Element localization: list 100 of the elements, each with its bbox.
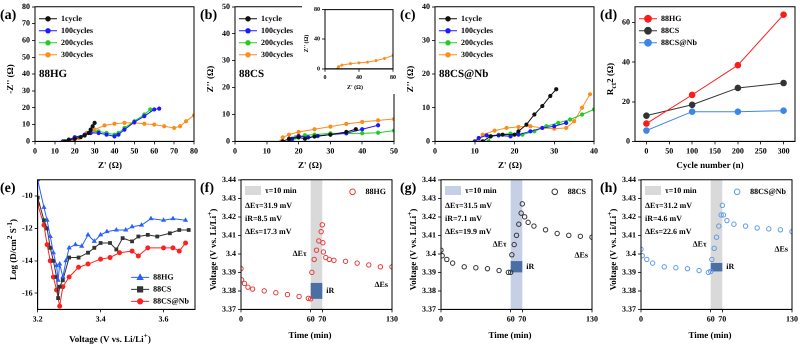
x-axis-title: Cycle number (n) — [675, 159, 745, 172]
y-tick-label: -10 — [22, 191, 33, 200]
x-axis-title: Z' (Ω) — [497, 159, 523, 172]
x-axis-title: Z' (Ω) — [97, 159, 123, 172]
annotation: 88CS@Nb — [439, 68, 488, 80]
annotation: ΔEs=17.3 mV — [245, 226, 292, 236]
x-tick-label: 0 — [639, 314, 643, 324]
x-tick-label: 50 — [665, 146, 674, 156]
y-tick-label: 70 — [22, 18, 30, 28]
y-tick-label: 60 — [622, 18, 630, 27]
annotation: ΔEs — [374, 280, 388, 289]
x-tick-label: 10 — [50, 146, 59, 156]
y-tick-label: 3.41 — [422, 230, 436, 240]
legend-label: 1cycle — [261, 14, 282, 23]
legend-label: 88HG — [366, 186, 386, 196]
y-tick-label: 3.38 — [622, 286, 636, 295]
chart-title: (h) — [600, 181, 618, 197]
x-tick-label: 80 — [190, 146, 198, 156]
y-tick-label: 40 — [422, 2, 430, 11]
y-tick-label: 3.41 — [622, 230, 636, 240]
y-tick-label: 30 — [22, 86, 30, 95]
y-tick-label: 3.4 — [626, 248, 636, 258]
chart-title: (e) — [0, 181, 16, 197]
y-tick-label: 80 — [22, 2, 30, 11]
y-tick-label: 3.39 — [222, 267, 236, 276]
legend-label: 200cycles — [261, 38, 293, 47]
x-tick-label: 30 — [550, 146, 558, 156]
annotation: ΔEτ=31.2 mV — [645, 200, 692, 210]
chart-title: (f) — [200, 181, 214, 197]
y-tick-label: 3.42 — [422, 212, 436, 221]
y-tick-label: 3.4 — [226, 248, 236, 258]
x-tick-label: 60 — [706, 314, 715, 324]
y-tick-label: 20 — [22, 102, 30, 112]
annotation: iR=4.6 mV — [645, 214, 682, 223]
x-tick-label: 30 — [326, 146, 334, 156]
y-tick-label: 3.37 — [222, 304, 236, 314]
x-tick-label: 250 — [754, 146, 767, 156]
x-axis-title: Z' (Ω) — [297, 159, 323, 172]
y-tick-label: 3.39 — [422, 267, 436, 276]
chart-title: (b) — [200, 8, 218, 24]
y-tick-label: 30 — [222, 56, 230, 65]
x-tick-label: 70 — [718, 314, 726, 324]
x-tick-label: 30 — [90, 146, 99, 156]
y-tick-label: 50 — [222, 2, 230, 11]
y-tick-label: 0 — [226, 136, 230, 146]
x-tick-label: 70 — [518, 314, 526, 324]
annotation: ΔEs — [574, 250, 588, 260]
x-tick-label: 3.2 — [32, 314, 43, 324]
chart-title: (a) — [0, 8, 16, 24]
legend-label: 88CS — [661, 26, 680, 35]
x-axis-title: Time (min) — [487, 329, 533, 342]
annotation: iR=7.1 mV — [445, 214, 482, 223]
y-tick-label: 0 — [26, 136, 30, 146]
x-tick-label: 3.6 — [158, 314, 169, 324]
annotation: 88HG — [39, 68, 68, 80]
x-tick-label: 200 — [732, 146, 744, 156]
annotation: ΔEs=19.9 mV — [445, 226, 492, 236]
legend-label: 1cycle — [61, 14, 82, 23]
legend-label: 100cycles — [61, 26, 93, 35]
x-tick-label: 100 — [686, 146, 698, 156]
y-tick-label: -14 — [22, 256, 33, 265]
y-tick-label: -12 — [22, 223, 33, 232]
legend-label: 200cycles — [61, 38, 93, 47]
y-tick-label: 3.42 — [622, 212, 636, 221]
band-label: τ=10 min — [665, 184, 697, 197]
x-tick-label: 60 — [506, 314, 515, 324]
chart-title: (d) — [600, 8, 618, 24]
legend-label: 88CS — [153, 284, 172, 294]
legend-label: 88CS@Nb — [153, 296, 190, 306]
y-tick-label: 0 — [426, 136, 430, 146]
y-tick-label: 50 — [22, 52, 30, 62]
x-tick-label: 20 — [510, 146, 518, 156]
legend-label: 88HG — [661, 14, 682, 23]
y-tick-label: 10 — [222, 110, 230, 119]
x-tick-label: 0 — [439, 314, 443, 324]
annotation: ΔEτ=31.9 mV — [245, 200, 292, 210]
x-tick-label: 300 — [778, 146, 790, 156]
chart-title: (c) — [400, 8, 416, 24]
y-tick-label: 3.4 — [426, 248, 436, 258]
y-axis-title: -Z'' (Ω) — [5, 64, 15, 94]
x-tick-label: 40 — [110, 146, 118, 156]
legend-label: 88HG — [153, 272, 174, 282]
x-tick-label: 60 — [150, 146, 158, 156]
legend-label: 100cycles — [461, 26, 493, 35]
y-tick-label: 40 — [222, 28, 230, 38]
y-axis-title: Z'' (Ω) — [205, 66, 215, 92]
legend-label: 1cycle — [461, 14, 482, 23]
annotation: ΔEs — [774, 244, 788, 254]
x-tick-label: 130 — [586, 314, 598, 324]
y-tick-label: 3.44 — [222, 174, 236, 184]
x-tick-label: 130 — [386, 314, 398, 324]
y-tick-label: 3.41 — [222, 230, 236, 240]
y-axis-title: Z'' (Ω) — [405, 66, 415, 92]
x-axis-title: Voltage (V vs. Li/Li$^{+}$) — [68, 330, 152, 345]
annotation: ΔEτ — [692, 240, 707, 249]
x-axis-title: Time (min) — [287, 329, 333, 342]
y-tick-label: 3.44 — [622, 174, 636, 184]
x-tick-label: 3.4 — [96, 314, 106, 324]
y-tick-label: 3.39 — [622, 267, 636, 276]
y-tick-label: 3.38 — [422, 286, 436, 295]
